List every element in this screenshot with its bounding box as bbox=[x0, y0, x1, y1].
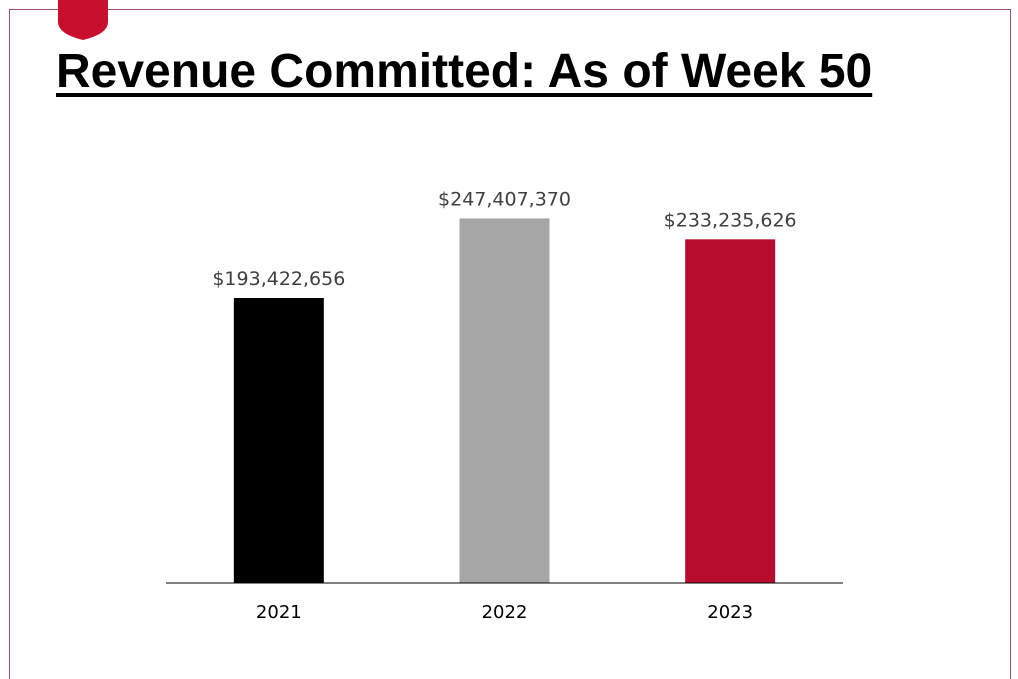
bar-2022 bbox=[459, 218, 550, 583]
bar-2021 bbox=[233, 298, 324, 583]
tick-label-2022: 2022 bbox=[482, 602, 528, 623]
bar-group bbox=[233, 218, 776, 584]
tick-label-group: 2021 2022 2023 bbox=[256, 602, 753, 623]
bar-2023 bbox=[685, 239, 776, 584]
data-label-2021: $193,422,656 bbox=[212, 268, 345, 290]
slide-frame bbox=[9, 9, 1011, 679]
data-label-2022: $247,407,370 bbox=[438, 188, 571, 210]
logo-shield-icon bbox=[58, 0, 108, 40]
slide-title: Revenue Committed: As of Week 50 bbox=[56, 45, 873, 98]
data-label-group: $193,422,656 $247,407,370 $233,235,626 bbox=[212, 188, 796, 290]
tick-label-2021: 2021 bbox=[256, 602, 302, 623]
data-label-2023: $233,235,626 bbox=[664, 209, 797, 231]
tick-label-2023: 2023 bbox=[707, 602, 753, 623]
